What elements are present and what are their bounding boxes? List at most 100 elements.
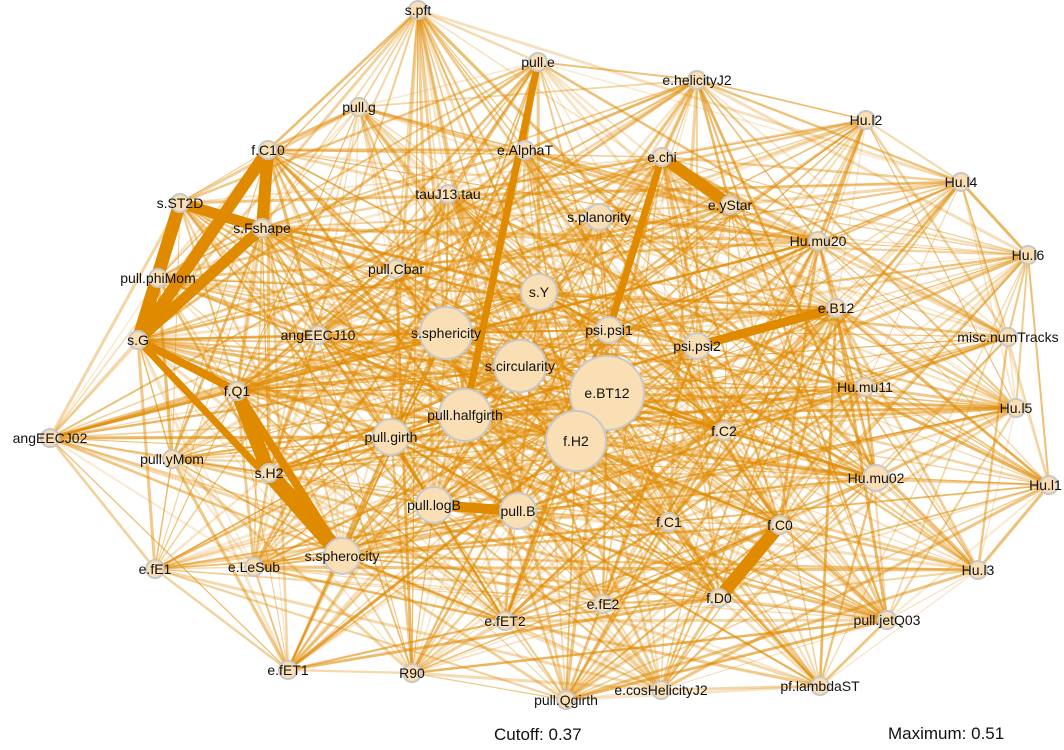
edge [317, 334, 608, 394]
node-label: tauJ13.tau [415, 186, 480, 202]
node: f.D0 [706, 588, 732, 608]
nodes: s.pft pull.e e.helicityJ2 pull.g Hu.l2 f.C10 e… [13, 0, 1062, 710]
edge [863, 386, 878, 479]
edge [261, 226, 397, 271]
edge [960, 181, 1009, 338]
node: f.C1 [656, 512, 682, 532]
edge [1015, 254, 1029, 409]
node: Hu.l5 [1000, 398, 1033, 418]
edge [341, 406, 1017, 558]
node-circle [372, 418, 410, 456]
node-label: pull.jetQ03 [854, 612, 921, 628]
node-circle [968, 560, 988, 580]
edge [865, 119, 962, 183]
node-circle [585, 203, 613, 231]
edge [411, 521, 670, 674]
node: f.H2 [545, 410, 607, 472]
edge [136, 9, 420, 341]
edge [49, 331, 447, 440]
edge [445, 306, 837, 335]
node: pull.B [499, 492, 537, 530]
edge [575, 253, 1029, 443]
edge [171, 458, 343, 557]
edge [1027, 254, 1050, 486]
edge [537, 60, 1009, 339]
node-label: e.chi [647, 149, 677, 165]
node-circle [855, 377, 875, 397]
edge-strong [256, 144, 274, 234]
edge [394, 193, 450, 270]
node-circle [595, 316, 623, 344]
node-circle [408, 0, 428, 20]
edge [253, 565, 979, 572]
edge [504, 619, 821, 688]
edge [236, 389, 435, 507]
node: pf.lambdaST [780, 676, 860, 696]
node-label: s.sphericity [411, 325, 481, 341]
node-circle [499, 492, 537, 530]
edge [608, 254, 1029, 331]
edge [49, 436, 821, 688]
node-circle [877, 610, 897, 630]
node: pull.halfgirth [427, 388, 503, 442]
edge-strong [134, 336, 241, 395]
node-circle [493, 339, 547, 393]
node-label: misc.numTracks [957, 329, 1058, 345]
edge [875, 477, 1050, 486]
node: Hu.l3 [962, 560, 995, 580]
edge [519, 118, 867, 368]
edge [608, 306, 837, 332]
node-circle [720, 195, 740, 215]
node-label: s.H2 [255, 465, 284, 481]
edge [864, 386, 888, 621]
edge [179, 202, 506, 622]
edge [504, 520, 670, 623]
node-label: f.D0 [706, 590, 732, 606]
node: e.helicityJ2 [662, 70, 732, 90]
node-circle [40, 428, 60, 448]
edge [524, 149, 698, 347]
node-circle [495, 611, 515, 631]
edge [518, 216, 601, 367]
edge [565, 484, 1050, 701]
edge [660, 156, 878, 479]
edge [565, 597, 720, 701]
edge [253, 436, 392, 568]
edge [341, 439, 577, 558]
edge-strong [692, 303, 841, 351]
edge [661, 156, 866, 388]
node: pull.e [521, 52, 555, 72]
edge [565, 253, 1029, 702]
edge [268, 414, 466, 474]
node-label: pull.B [500, 503, 535, 519]
edge [598, 215, 819, 243]
edge [565, 688, 662, 702]
edge [606, 392, 888, 621]
edge [136, 339, 290, 671]
edge-strong [712, 518, 787, 605]
edge [154, 568, 604, 605]
edge [137, 328, 610, 342]
edge [137, 339, 413, 674]
node-circle [862, 464, 890, 492]
node: Hu.mu11 [837, 377, 893, 397]
edge [463, 414, 663, 691]
edge [261, 79, 698, 229]
edge [341, 520, 670, 558]
edge [660, 156, 721, 599]
edge [390, 291, 540, 438]
edge-strong [233, 387, 346, 560]
node-label: pull.Qgirth [534, 692, 598, 708]
edge [49, 181, 962, 439]
edge [537, 61, 962, 183]
edge [411, 671, 662, 692]
node-label: Hu.l6 [1012, 247, 1045, 263]
edge [1006, 254, 1030, 338]
edge [179, 202, 319, 336]
edge [268, 9, 419, 474]
node: s.sphericity [411, 306, 481, 360]
edge [157, 276, 610, 332]
edge [564, 430, 726, 701]
edge [171, 149, 269, 460]
